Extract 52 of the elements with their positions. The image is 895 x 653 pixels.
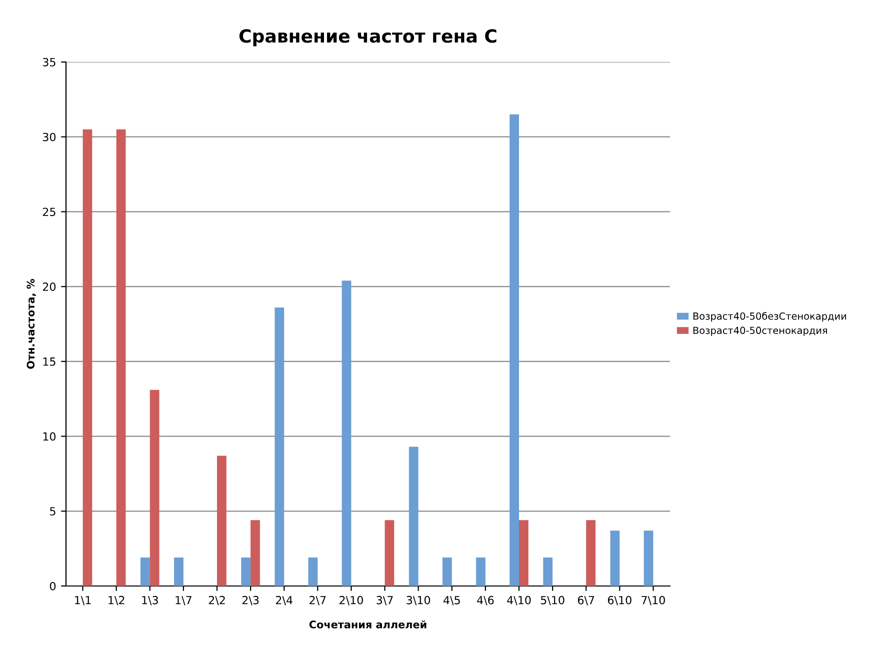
bar xyxy=(510,114,519,586)
y-tick-label: 30 xyxy=(42,132,56,142)
y-axis-title: Отн.частота, % xyxy=(26,278,36,369)
x-tick-label: 4\10 xyxy=(507,596,531,606)
x-tick-label: 4\5 xyxy=(443,596,460,606)
bar xyxy=(384,520,394,586)
x-tick-label: 6\10 xyxy=(608,596,632,606)
bar xyxy=(217,456,226,586)
y-tick-label: 5 xyxy=(50,507,56,516)
bar xyxy=(543,558,553,586)
bar xyxy=(519,520,528,586)
chart-title: Сравнение частот гена С xyxy=(239,29,496,46)
x-tick-label: 6\7 xyxy=(578,596,594,606)
x-tick-label: 2\4 xyxy=(276,596,292,606)
y-tick-label: 10 xyxy=(43,432,56,441)
x-tick-label: 2\2 xyxy=(208,596,225,606)
bar xyxy=(586,520,596,586)
bar xyxy=(342,280,352,586)
bar xyxy=(408,446,418,586)
bar xyxy=(442,558,452,586)
bar xyxy=(174,558,184,586)
bar xyxy=(274,308,284,586)
x-tick-label: 1\1 xyxy=(75,596,91,606)
bar xyxy=(644,530,654,586)
legend-label: Возраст40-50безСтенокардии xyxy=(693,312,846,322)
x-axis-title: Сочетания аллелей xyxy=(309,620,426,628)
x-tick-label: 2\3 xyxy=(242,596,259,606)
bar xyxy=(250,520,260,586)
x-tick-label: 4\6 xyxy=(477,596,494,606)
y-tick-label: 25 xyxy=(42,208,56,216)
x-tick-label: 1\2 xyxy=(108,596,124,606)
bar xyxy=(116,129,126,586)
x-tick-label: 5\10 xyxy=(540,596,564,606)
x-tick-label: 3\10 xyxy=(406,596,430,606)
bar xyxy=(82,129,92,586)
bar xyxy=(308,558,318,586)
x-tick-label: 2\10 xyxy=(340,596,363,606)
bar xyxy=(241,558,251,586)
bar xyxy=(150,390,160,586)
legend-label: Возраст40-50стенокардия xyxy=(693,326,827,336)
y-tick-label: 15 xyxy=(43,358,56,366)
y-tick-label: 20 xyxy=(42,282,56,291)
y-tick-label: 35 xyxy=(42,58,56,66)
bar xyxy=(610,530,620,586)
x-tick-label: 1\7 xyxy=(176,596,192,606)
x-tick-label: 7\10 xyxy=(642,596,665,606)
y-tick-label: 0 xyxy=(50,582,56,590)
x-tick-label: 3\7 xyxy=(376,596,393,606)
x-tick-label: 1\3 xyxy=(142,596,158,606)
x-tick-label: 2\7 xyxy=(310,596,326,606)
bar xyxy=(140,558,150,586)
bar xyxy=(476,558,486,586)
